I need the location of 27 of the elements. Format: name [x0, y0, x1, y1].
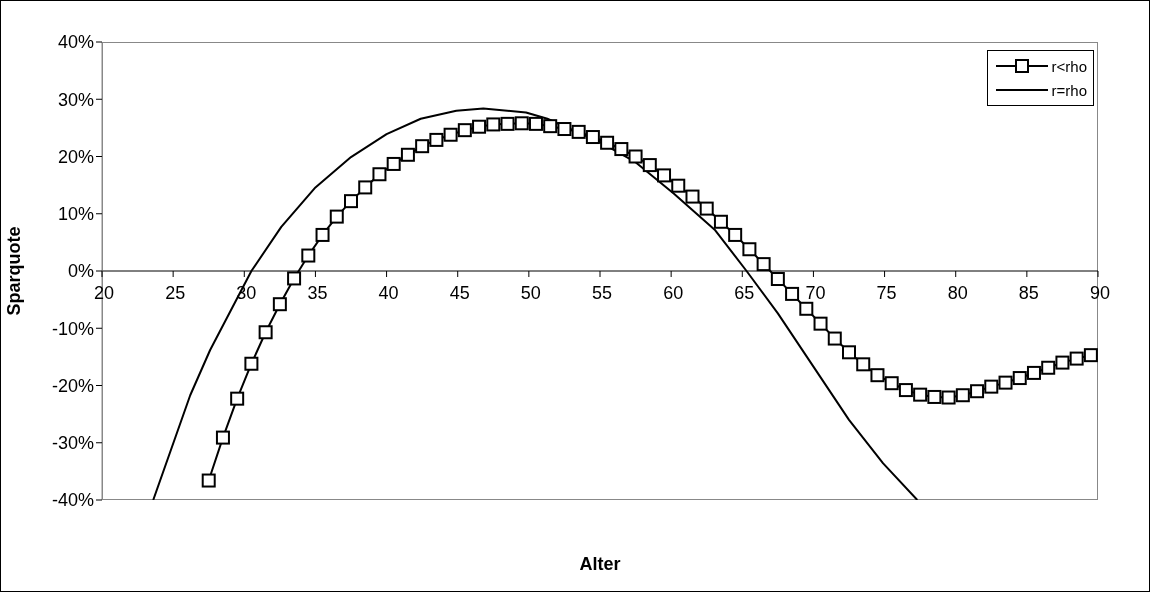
x-tick-label: 90 — [1089, 283, 1111, 303]
x-tick-label: 40 — [378, 283, 399, 303]
x-tick-label: 20 — [93, 283, 115, 303]
y-tick-label: 20% — [57, 146, 94, 167]
y-tick-label: 0% — [67, 261, 94, 282]
x-tick-label: 50 — [520, 283, 541, 303]
x-tick-label: 25 — [165, 283, 186, 303]
x-tick-label: 60 — [663, 283, 684, 303]
legend-label: r<rho — [1051, 57, 1087, 75]
legend-label: r=rho — [1051, 81, 1087, 99]
y-tick-label: -20% — [51, 375, 94, 396]
y-axis-title: Sparquote — [4, 226, 25, 316]
y-tick-label: 40% — [57, 32, 94, 53]
y-tick-label: -10% — [51, 318, 94, 339]
y-tick-label: 30% — [57, 89, 94, 110]
x-tick-label: 65 — [734, 283, 755, 303]
x-tick-label: 80 — [947, 283, 968, 303]
x-tick-label: 85 — [1018, 283, 1039, 303]
x-tick-label: 55 — [591, 283, 613, 303]
x-tick-label: 75 — [876, 283, 897, 303]
x-tick-label: 70 — [805, 283, 826, 303]
x-tick-label: 45 — [449, 283, 470, 303]
x-axis-title: Alter — [579, 554, 621, 574]
y-tick-label: 10% — [57, 204, 94, 225]
y-tick-label: -40% — [51, 490, 94, 511]
x-tick-label: 35 — [307, 283, 328, 303]
y-tick-label: -30% — [51, 433, 94, 454]
